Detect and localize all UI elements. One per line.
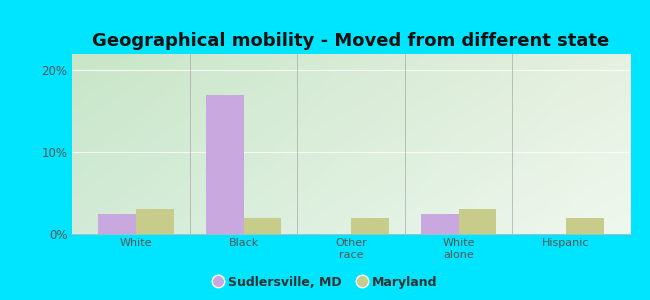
- Bar: [351, 218, 389, 234]
- Bar: [244, 218, 281, 234]
- Bar: [206, 95, 244, 234]
- Bar: [458, 209, 496, 234]
- Title: Geographical mobility - Moved from different state: Geographical mobility - Moved from diffe…: [92, 32, 610, 50]
- Bar: [98, 214, 136, 234]
- Bar: [136, 209, 174, 234]
- Legend: Sudlersville, MD, Maryland: Sudlersville, MD, Maryland: [208, 271, 442, 294]
- Bar: [421, 214, 458, 234]
- Bar: [566, 218, 604, 234]
